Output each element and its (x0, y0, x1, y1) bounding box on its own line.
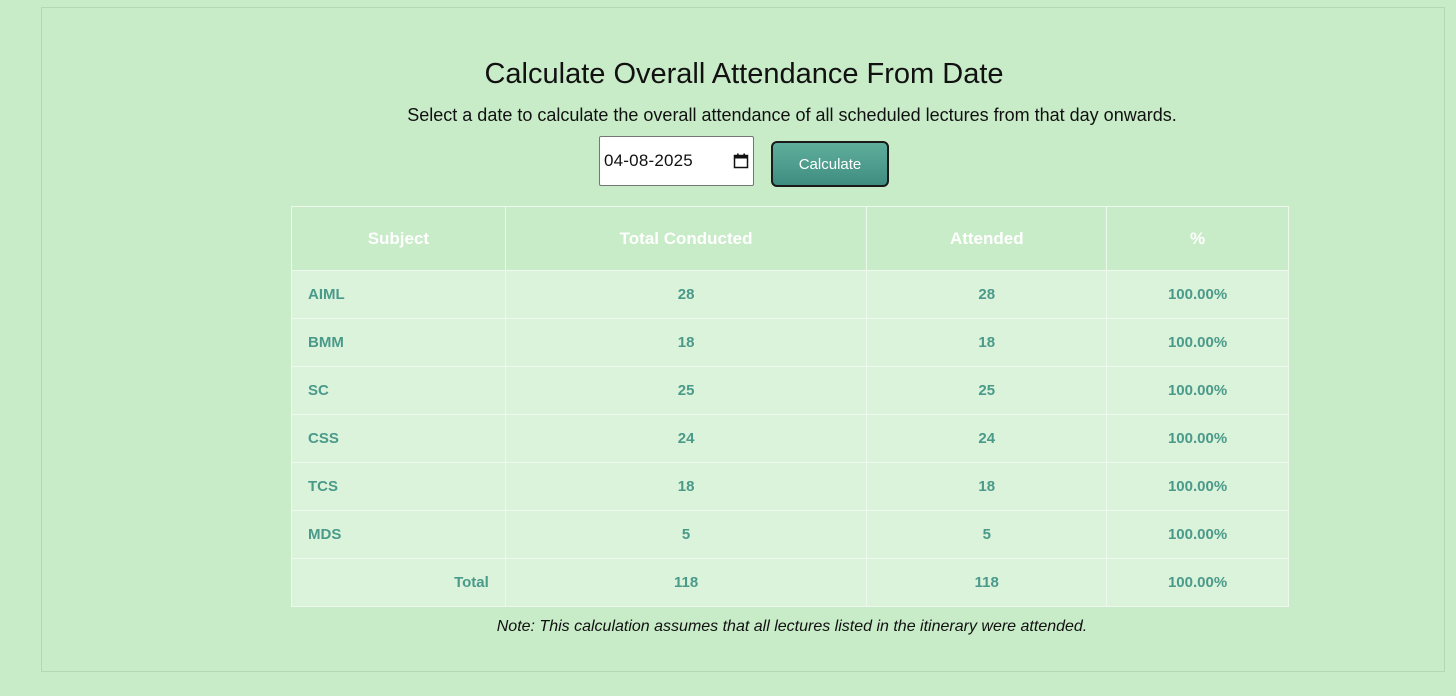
total-percent: 100.00% (1106, 558, 1289, 607)
cell-conducted: 28 (504, 270, 868, 319)
date-input-value: 04-08-2025 (604, 151, 693, 170)
cell-attended: 28 (866, 270, 1108, 319)
cell-conducted: 24 (504, 414, 868, 463)
cell-percent: 100.00% (1106, 462, 1289, 511)
header-percent: % (1106, 206, 1289, 271)
calculate-button[interactable]: Calculate (771, 141, 889, 187)
total-attended: 118 (866, 558, 1108, 607)
cell-percent: 100.00% (1106, 318, 1289, 367)
cell-conducted: 18 (504, 462, 868, 511)
cell-subject: AIML (291, 270, 506, 319)
cell-subject: BMM (291, 318, 506, 367)
cell-subject: MDS (291, 510, 506, 559)
cell-conducted: 5 (504, 510, 868, 559)
page-title: Calculate Overall Attendance From Date (484, 58, 1004, 90)
cell-percent: 100.00% (1106, 414, 1289, 463)
attendance-table: Subject Total Conducted Attended % AIML … (291, 206, 1289, 607)
table-row: TCS 18 18 100.00% (291, 462, 1289, 511)
date-input[interactable]: 04-08-2025 (599, 136, 754, 186)
table-row: BMM 18 18 100.00% (291, 318, 1289, 367)
cell-attended: 25 (866, 366, 1108, 415)
page-subtitle: Select a date to calculate the overall a… (407, 105, 1177, 125)
cell-subject: CSS (291, 414, 506, 463)
cell-conducted: 18 (504, 318, 868, 367)
cell-attended: 5 (866, 510, 1108, 559)
cell-percent: 100.00% (1106, 366, 1289, 415)
cell-attended: 24 (866, 414, 1108, 463)
table-header-row: Subject Total Conducted Attended % (291, 206, 1289, 271)
header-attended: Attended (866, 206, 1108, 271)
cell-attended: 18 (866, 318, 1108, 367)
table-total-row: Total 118 118 100.00% (291, 558, 1289, 607)
cell-conducted: 25 (504, 366, 868, 415)
cell-subject: TCS (291, 462, 506, 511)
attendance-card: Calculate Overall Attendance From Date S… (41, 7, 1445, 672)
cell-percent: 100.00% (1106, 510, 1289, 559)
total-conducted: 118 (504, 558, 868, 607)
cell-attended: 18 (866, 462, 1108, 511)
header-subject: Subject (291, 206, 506, 271)
calendar-icon[interactable] (733, 153, 749, 169)
table-row: SC 25 25 100.00% (291, 366, 1289, 415)
header-total-conducted: Total Conducted (504, 206, 868, 271)
table-row: AIML 28 28 100.00% (291, 270, 1289, 319)
calculation-note: Note: This calculation assumes that all … (496, 618, 1088, 635)
cell-subject: SC (291, 366, 506, 415)
table-row: CSS 24 24 100.00% (291, 414, 1289, 463)
cell-percent: 100.00% (1106, 270, 1289, 319)
total-label: Total (291, 558, 506, 607)
table-row: MDS 5 5 100.00% (291, 510, 1289, 559)
